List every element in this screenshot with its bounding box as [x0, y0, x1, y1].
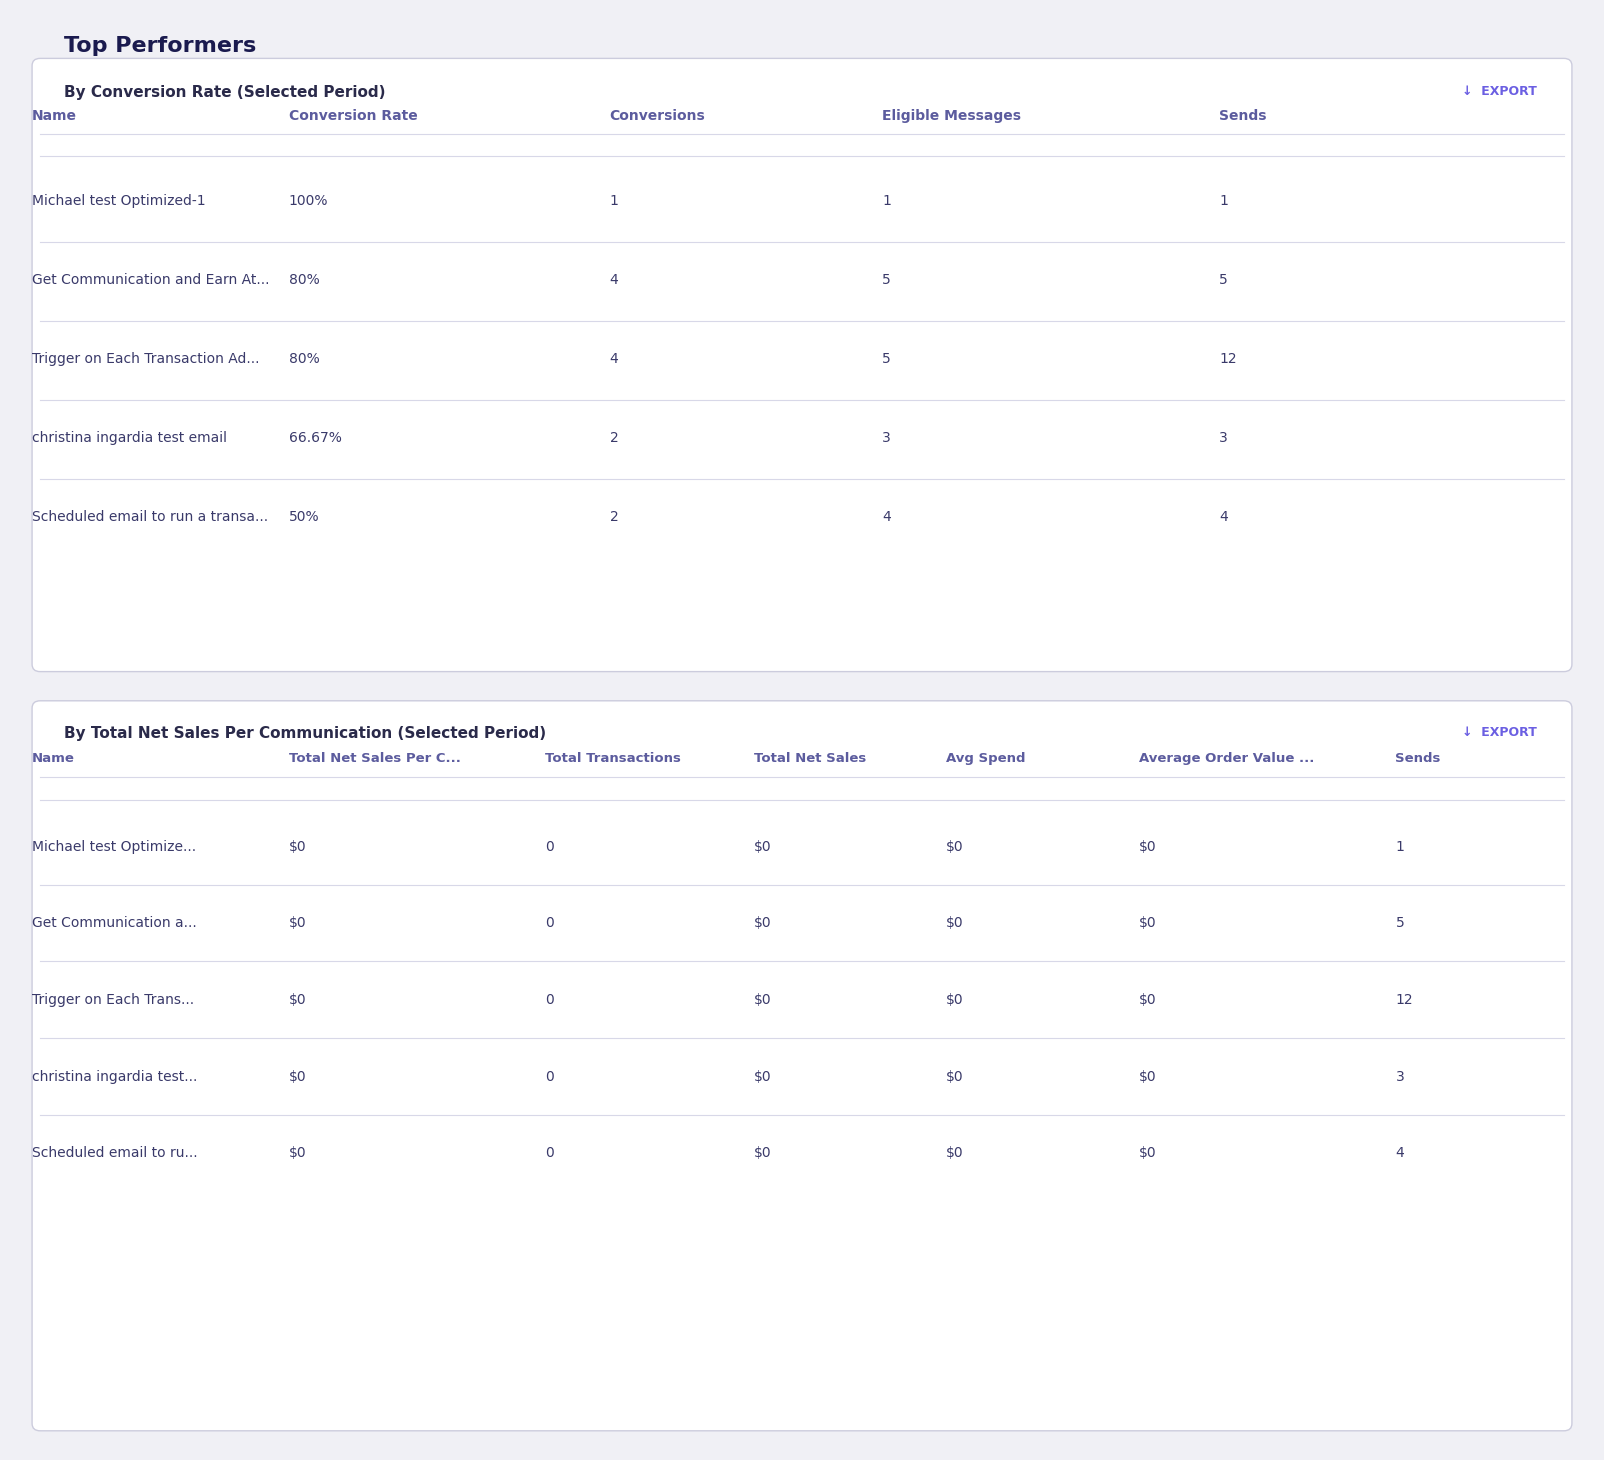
Text: 4: 4: [610, 273, 618, 288]
Text: By Total Net Sales Per Communication (Selected Period): By Total Net Sales Per Communication (Se…: [64, 726, 547, 740]
Text: 5: 5: [882, 273, 890, 288]
Text: 1: 1: [1395, 839, 1405, 854]
Text: 3: 3: [1395, 1070, 1404, 1085]
Text: 80%: 80%: [289, 273, 319, 288]
Text: Total Transactions: Total Transactions: [545, 752, 682, 765]
Text: ↓  EXPORT: ↓ EXPORT: [1461, 726, 1537, 739]
Text: 50%: 50%: [289, 510, 319, 524]
Text: Name: Name: [32, 752, 75, 765]
Text: Conversion Rate: Conversion Rate: [289, 108, 417, 123]
Text: 4: 4: [610, 352, 618, 366]
Text: 66.67%: 66.67%: [289, 431, 342, 445]
Text: $0: $0: [289, 1146, 306, 1161]
Text: $0: $0: [754, 1070, 772, 1085]
Text: $0: $0: [754, 1146, 772, 1161]
Text: By Conversion Rate (Selected Period): By Conversion Rate (Selected Period): [64, 85, 385, 99]
Text: Total Net Sales: Total Net Sales: [754, 752, 866, 765]
Text: Total Net Sales Per C...: Total Net Sales Per C...: [289, 752, 460, 765]
Text: christina ingardia test...: christina ingardia test...: [32, 1070, 197, 1085]
Text: Trigger on Each Transaction Ad...: Trigger on Each Transaction Ad...: [32, 352, 260, 366]
Text: ↓  EXPORT: ↓ EXPORT: [1461, 85, 1537, 98]
Text: $0: $0: [946, 993, 964, 1007]
Text: Scheduled email to ru...: Scheduled email to ru...: [32, 1146, 197, 1161]
Text: 0: 0: [545, 1146, 553, 1161]
Text: 100%: 100%: [289, 194, 329, 209]
FancyBboxPatch shape: [32, 701, 1572, 1431]
Text: $0: $0: [1139, 1070, 1156, 1085]
Text: $0: $0: [754, 993, 772, 1007]
Text: Eligible Messages: Eligible Messages: [882, 108, 1022, 123]
Text: $0: $0: [754, 839, 772, 854]
Text: Scheduled email to run a transa...: Scheduled email to run a transa...: [32, 510, 268, 524]
Text: 3: 3: [1219, 431, 1227, 445]
Text: Get Communication a...: Get Communication a...: [32, 915, 197, 930]
Text: Avg Spend: Avg Spend: [946, 752, 1027, 765]
Text: Michael test Optimized-1: Michael test Optimized-1: [32, 194, 205, 209]
Text: 0: 0: [545, 839, 553, 854]
Text: 2: 2: [610, 431, 618, 445]
Text: 12: 12: [1395, 993, 1413, 1007]
Text: 5: 5: [882, 352, 890, 366]
Text: $0: $0: [754, 915, 772, 930]
Text: $0: $0: [1139, 839, 1156, 854]
Text: Name: Name: [32, 108, 77, 123]
Text: 0: 0: [545, 1070, 553, 1085]
Text: $0: $0: [946, 1146, 964, 1161]
Text: Top Performers: Top Performers: [64, 36, 257, 57]
Text: 4: 4: [1395, 1146, 1404, 1161]
Text: 80%: 80%: [289, 352, 319, 366]
Text: Sends: Sends: [1395, 752, 1440, 765]
Text: christina ingardia test email: christina ingardia test email: [32, 431, 228, 445]
Text: $0: $0: [289, 839, 306, 854]
Text: $0: $0: [946, 839, 964, 854]
FancyBboxPatch shape: [32, 58, 1572, 672]
Text: $0: $0: [946, 915, 964, 930]
Text: 1: 1: [882, 194, 892, 209]
Text: 1: 1: [610, 194, 619, 209]
Text: Average Order Value ...: Average Order Value ...: [1139, 752, 1314, 765]
Text: $0: $0: [289, 1070, 306, 1085]
Text: 0: 0: [545, 993, 553, 1007]
Text: Get Communication and Earn At...: Get Communication and Earn At...: [32, 273, 269, 288]
Text: 4: 4: [882, 510, 890, 524]
Text: $0: $0: [289, 915, 306, 930]
Text: 3: 3: [882, 431, 890, 445]
Text: Sends: Sends: [1219, 108, 1267, 123]
Text: $0: $0: [289, 993, 306, 1007]
Text: 2: 2: [610, 510, 618, 524]
Text: 4: 4: [1219, 510, 1227, 524]
Text: $0: $0: [1139, 1146, 1156, 1161]
Text: $0: $0: [1139, 915, 1156, 930]
Text: 5: 5: [1395, 915, 1404, 930]
Text: 5: 5: [1219, 273, 1227, 288]
Text: Conversions: Conversions: [610, 108, 706, 123]
Text: 12: 12: [1219, 352, 1237, 366]
Text: Trigger on Each Trans...: Trigger on Each Trans...: [32, 993, 194, 1007]
Text: 0: 0: [545, 915, 553, 930]
Text: 1: 1: [1219, 194, 1229, 209]
Text: $0: $0: [1139, 993, 1156, 1007]
Text: Michael test Optimize...: Michael test Optimize...: [32, 839, 196, 854]
Text: $0: $0: [946, 1070, 964, 1085]
